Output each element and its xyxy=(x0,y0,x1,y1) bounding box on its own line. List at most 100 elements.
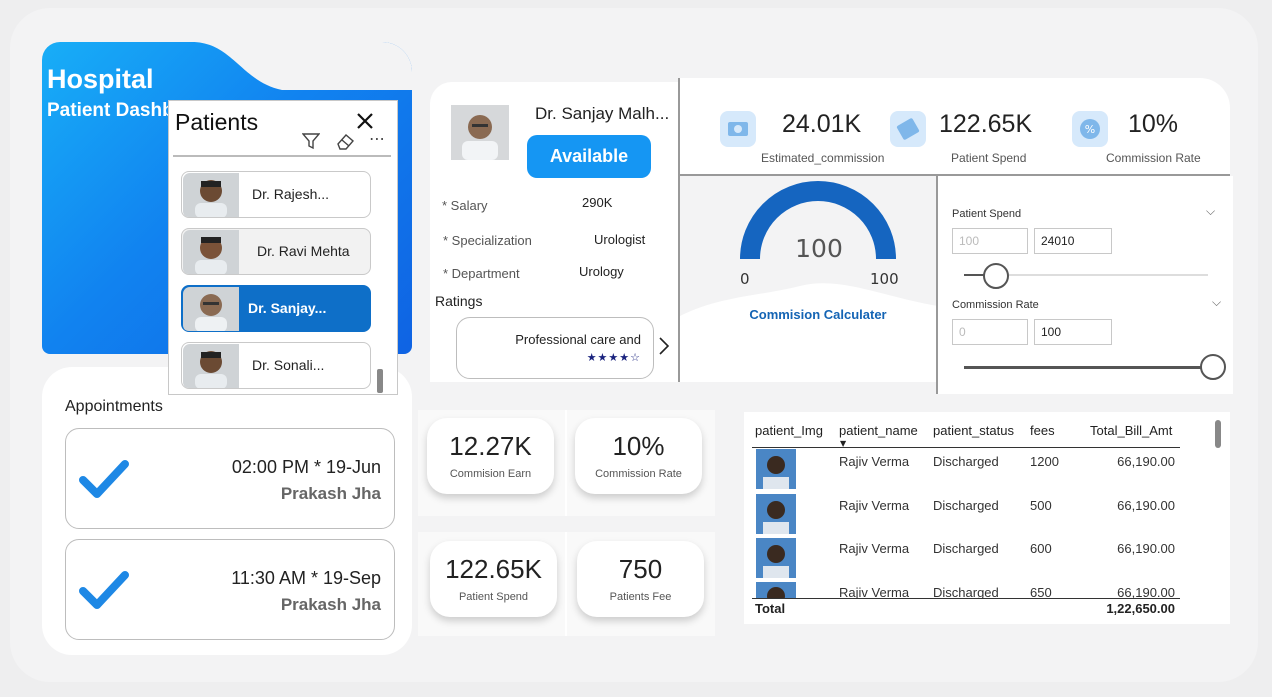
total-bill-cell: 66,190.00 xyxy=(1117,541,1175,556)
money-icon xyxy=(720,111,756,147)
review-card: Professional care and ★★★★☆ xyxy=(456,317,654,379)
patient-spend-value-input[interactable]: 24010 xyxy=(1034,228,1112,254)
patient-status-cell: Discharged xyxy=(933,454,999,469)
patient-item[interactable]: Dr. Sonali... xyxy=(181,342,371,389)
appointment-time: 02:00 PM * 19-Jun xyxy=(231,457,381,477)
scrollbar-thumb[interactable] xyxy=(377,369,383,393)
specialization-label: * Specialization xyxy=(443,233,532,248)
doctor-photo xyxy=(183,344,239,388)
header-divider xyxy=(752,447,1180,448)
column-header[interactable]: patient_Img xyxy=(755,423,823,438)
patient-name-cell: Rajiv Verma xyxy=(839,541,910,556)
check-icon xyxy=(79,460,129,498)
kpi-card: 122.65K Patient Spend xyxy=(430,541,557,617)
patient-thumbnail xyxy=(756,494,796,534)
slider-track[interactable] xyxy=(964,274,1208,276)
appointments-title: Appointments xyxy=(65,398,163,415)
card-label: Patient Spend xyxy=(458,591,529,603)
doctor-photo xyxy=(183,287,239,331)
chevron-down-icon[interactable]: ⌵ xyxy=(1206,204,1216,218)
appointment-card[interactable]: 02:00 PM * 19-Jun Prakash Jha xyxy=(65,428,395,529)
ratings-title: Ratings xyxy=(435,293,483,309)
kpi-value: 10% xyxy=(1128,110,1179,138)
column-header[interactable]: fees xyxy=(1030,423,1055,438)
chevron-down-icon[interactable]: ⌵ xyxy=(1212,295,1222,309)
slider-fill xyxy=(964,274,996,276)
eraser-icon[interactable] xyxy=(335,132,355,150)
close-icon[interactable] xyxy=(355,111,375,131)
doctor-photo xyxy=(183,173,239,217)
scrollbar-thumb[interactable] xyxy=(1215,420,1221,448)
slicer-divider xyxy=(173,155,391,159)
doctor-photo xyxy=(451,105,509,160)
availability-button[interactable]: Available xyxy=(527,135,651,178)
filter-icon[interactable] xyxy=(302,132,320,150)
card-label: Commission Rate xyxy=(595,468,682,480)
patient-status-cell: Discharged xyxy=(933,541,999,556)
patient-item[interactable]: Dr. Sanjay... xyxy=(181,285,371,332)
patient-status-cell: Discharged xyxy=(933,585,999,598)
kpi-label: Patient Spend xyxy=(951,151,1027,165)
slider-handle[interactable] xyxy=(983,263,1009,289)
patient-item-label: Dr. Sonali... xyxy=(252,357,325,373)
commission-rate-value-input[interactable]: 100 xyxy=(1034,319,1112,345)
gauge-min: 0 xyxy=(740,270,750,288)
dashboard-title: Hospital xyxy=(47,64,154,94)
sort-desc-icon[interactable]: ▼ xyxy=(840,439,847,448)
doctor-profile: Dr. Sanjay Malh... Available * Salary 29… xyxy=(430,82,678,382)
patient-spend-min-input[interactable]: 100 xyxy=(952,228,1028,254)
ticket-icon xyxy=(890,111,926,147)
patient-thumbnail xyxy=(756,538,796,578)
slicer-title: Patients xyxy=(175,109,259,135)
patient-status-cell: Discharged xyxy=(933,498,999,513)
column-header[interactable]: patient_name xyxy=(839,423,918,438)
commission-rate-param-label: Commission Rate xyxy=(952,299,1039,311)
slider-track[interactable] xyxy=(964,366,1214,369)
svg-text:%: % xyxy=(1085,123,1095,136)
gauge-title: Commision Calculater xyxy=(744,298,892,336)
kpi-label: Commission Rate xyxy=(1106,151,1201,165)
divider xyxy=(565,410,567,516)
kpi-value: 24.01K xyxy=(782,110,862,138)
department-label: * Department xyxy=(443,266,520,281)
total-bill-cell: 66,190.00 xyxy=(1117,454,1175,469)
salary-label: * Salary xyxy=(442,198,488,213)
doctor-photo xyxy=(183,230,239,274)
kpi-card: 12.27K Commision Earn xyxy=(427,418,554,494)
salary-value: 290K xyxy=(582,195,613,210)
patient-name-cell: Rajiv Verma xyxy=(839,498,910,513)
divider xyxy=(565,532,567,636)
department-value: Urology xyxy=(579,264,624,279)
kpi-card: 750 Patients Fee xyxy=(577,541,704,617)
appointments-panel: Appointments 02:00 PM * 19-Jun Prakash J… xyxy=(42,367,412,655)
total-divider xyxy=(752,598,1180,599)
total-bill-cell: 66,190.00 xyxy=(1117,498,1175,513)
chevron-right-icon[interactable] xyxy=(658,336,670,356)
appointment-time: 11:30 AM * 19-Sep xyxy=(231,568,381,588)
card-label: Patients Fee xyxy=(609,591,672,603)
column-header[interactable]: Total_Bill_Amt xyxy=(1090,423,1173,438)
slider-handle[interactable] xyxy=(1200,354,1226,380)
fees-cell: 1200 xyxy=(1030,454,1059,469)
commission-rate-min-input[interactable]: 0 xyxy=(952,319,1028,345)
patient-item[interactable]: Dr. Ravi Mehta xyxy=(181,228,371,275)
card-value: 12.27K xyxy=(449,431,532,461)
doctor-name: Dr. Sanjay Malh... xyxy=(535,104,670,123)
patient-name-cell: Rajiv Verma xyxy=(839,585,910,598)
total-value: 1,22,650.00 xyxy=(1106,601,1175,616)
gauge-panel: 100 0 100 xyxy=(678,176,938,382)
appointment-card[interactable]: 11:30 AM * 19-Sep Prakash Jha xyxy=(65,539,395,640)
star-rating: ★★★★☆ xyxy=(586,351,641,364)
parameter-panel: Patient Spend ⌵ 100 24010 Commission Rat… xyxy=(936,176,1233,394)
patient-item[interactable]: Dr. Rajesh... xyxy=(181,171,371,218)
more-options-icon[interactable]: ⋯ xyxy=(369,129,386,148)
kpi-value: 122.65K xyxy=(939,110,1033,138)
card-value: 750 xyxy=(618,554,663,584)
fees-cell: 600 xyxy=(1030,541,1052,556)
column-header[interactable]: patient_status xyxy=(933,423,1014,438)
dashboard-subtitle: Patient Dashboard xyxy=(47,100,169,121)
percent-icon: % xyxy=(1072,111,1108,147)
patients-slicer[interactable]: Patients ⋯ Dr. Rajesh... Dr. Ravi Mehta … xyxy=(168,100,398,395)
patient-thumbnail xyxy=(756,582,796,598)
review-text: Professional care and xyxy=(515,332,641,347)
